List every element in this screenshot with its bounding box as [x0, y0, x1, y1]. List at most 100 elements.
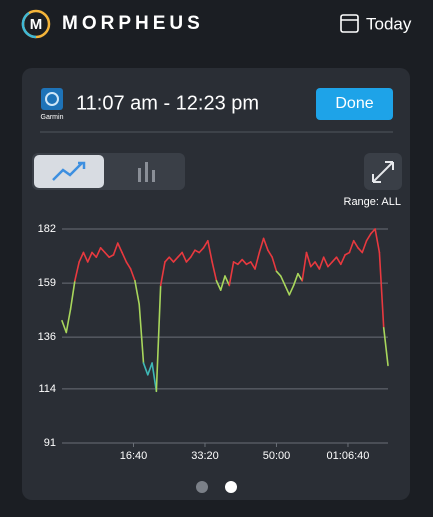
- hr-segment: [125, 261, 132, 270]
- hr-segment: [258, 237, 265, 254]
- hr-segment: [112, 242, 119, 256]
- hr-segment: [318, 256, 325, 270]
- hr-segment: [228, 261, 235, 287]
- hr-segment: [134, 279, 141, 306]
- hr-segment: [241, 258, 248, 266]
- hr-segment: [322, 256, 329, 268]
- hr-segment: [344, 251, 351, 256]
- hr-segment: [331, 256, 338, 263]
- hr-segment: [314, 261, 321, 270]
- hr-segment: [194, 249, 201, 254]
- hr-segment: [181, 251, 188, 263]
- hr-segment: [378, 251, 385, 329]
- expand-icon: [372, 161, 394, 183]
- y-tick-label: 91: [44, 437, 56, 449]
- hr-segment: [262, 237, 269, 251]
- y-tick-label: 182: [38, 223, 56, 235]
- hr-segment: [202, 239, 209, 249]
- range-label: Range: ALL: [344, 196, 402, 208]
- hr-segment: [95, 247, 102, 259]
- hr-segment: [361, 239, 368, 254]
- hr-segment: [99, 247, 106, 254]
- hr-segment: [151, 362, 158, 393]
- hr-segment: [211, 261, 218, 282]
- line-view-button[interactable]: [34, 155, 104, 188]
- hr-segment: [232, 261, 239, 266]
- page-dot-active[interactable]: [225, 481, 237, 493]
- hr-segment: [116, 242, 123, 254]
- calendar-box: [340, 14, 359, 33]
- bar-icon: [145, 162, 148, 182]
- hr-segment: [168, 256, 175, 263]
- hr-segment: [279, 275, 286, 287]
- hr-segment: [189, 249, 196, 259]
- bar-view-button[interactable]: [138, 162, 155, 182]
- hr-segment: [245, 261, 252, 266]
- hr-segment: [301, 251, 308, 282]
- y-tick-label: 159: [38, 277, 56, 289]
- hr-segment: [249, 261, 256, 270]
- hr-segment: [224, 275, 231, 287]
- hr-segment: [78, 251, 85, 263]
- calendar-icon[interactable]: [340, 14, 359, 33]
- hr-segment: [284, 284, 291, 296]
- hr-segment: [121, 251, 128, 263]
- hr-segment: [104, 251, 110, 259]
- hr-segment: [155, 284, 162, 393]
- hr-segment: [382, 326, 389, 367]
- hr-segment: [297, 272, 304, 282]
- x-tick-label: 16:40: [120, 450, 148, 462]
- today-button[interactable]: Today: [366, 14, 412, 33]
- hr-segment: [275, 270, 282, 277]
- garmin-icon: [41, 88, 63, 110]
- hr-segment: [177, 251, 183, 259]
- hr-segment: [340, 254, 346, 266]
- hr-segment: [129, 268, 136, 282]
- x-tick-label: 33:20: [191, 450, 219, 462]
- bar-icon: [138, 168, 141, 182]
- hr-segment: [292, 272, 299, 287]
- hr-segment: [91, 251, 98, 259]
- hr-segment: [61, 319, 68, 334]
- hr-segment: [82, 251, 89, 263]
- brand: MORPHEUS: [62, 13, 204, 34]
- hr-segment: [142, 362, 149, 376]
- hr-segment: [352, 239, 359, 249]
- hr-segment: [146, 362, 153, 376]
- hr-segment: [69, 279, 76, 310]
- page-dot[interactable]: [196, 481, 208, 493]
- hr-segment: [327, 261, 334, 268]
- done-button[interactable]: [316, 88, 393, 120]
- hr-segment: [159, 261, 166, 287]
- hr-segment: [219, 275, 226, 291]
- hr-segment: [138, 303, 145, 364]
- logo-arc: [21, 11, 37, 39]
- hr-segment: [65, 308, 72, 334]
- hr-segment: [305, 251, 312, 268]
- source-label: Garmin: [41, 114, 64, 121]
- hr-segment: [288, 284, 295, 296]
- x-tick-label: 01:06:40: [327, 450, 370, 462]
- hr-segment: [348, 239, 355, 254]
- hr-segment: [207, 239, 213, 263]
- hr-segment: [374, 228, 381, 254]
- hr-segment: [164, 256, 171, 263]
- hr-segment: [335, 256, 342, 266]
- hr-segment: [108, 254, 115, 259]
- y-tick-label: 136: [38, 331, 56, 343]
- bar-icon: [152, 170, 155, 182]
- hr-segment: [267, 249, 273, 259]
- hr-segment: [185, 256, 192, 263]
- time-range: 11:07 am - 12:23 pm: [76, 92, 259, 114]
- heart-rate-chart: 91 114 136 159 182 16:40 33:20 50:00 01:06:40: [38, 223, 389, 462]
- line-icon: [52, 162, 83, 181]
- done-label[interactable]: Done: [335, 95, 373, 112]
- hr-segment: [74, 261, 80, 282]
- garmin-glyph: [45, 92, 59, 106]
- y-tick-label: 114: [38, 383, 56, 395]
- card: [22, 68, 410, 500]
- x-tick-label: 50:00: [263, 450, 291, 462]
- logo-letter: M: [30, 16, 43, 33]
